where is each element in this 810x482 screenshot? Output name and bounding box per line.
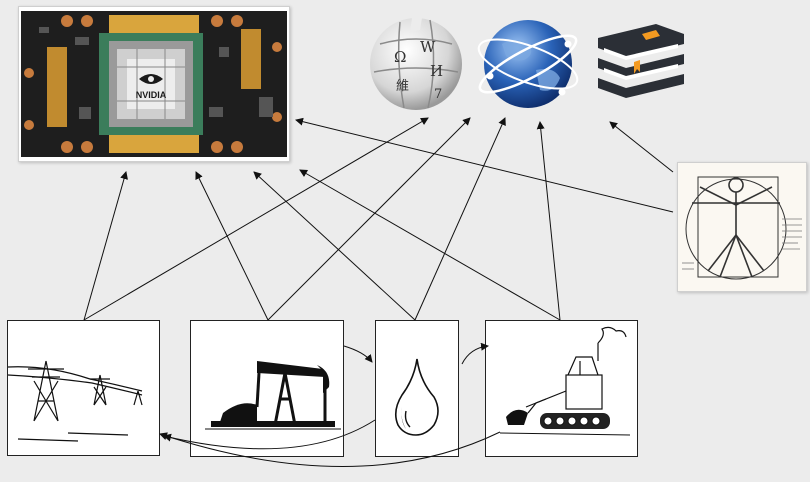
wikipedia-globe-icon: Ω W И 維 7 — [370, 18, 462, 110]
arrow-power-to-gpu — [83, 171, 128, 321]
gpu-board-card: NVIDIA — [18, 6, 290, 162]
excavator-panel — [485, 320, 638, 457]
gpu-brand-label: NVIDIA — [136, 90, 167, 100]
oil-pumpjack-icon — [205, 361, 341, 430]
oil-pump-panel — [190, 320, 344, 457]
power-lines-icon — [8, 360, 143, 442]
vitruvian-man-card — [677, 162, 807, 292]
arrow-excavator-to-internet — [536, 121, 561, 321]
book-stack-icon — [598, 24, 684, 98]
arrow-vitruvian-to-books — [609, 121, 674, 173]
arrow-pump-to-wikipedia — [267, 117, 471, 321]
arrow-pump-to-drop — [343, 345, 373, 363]
internet-globe-icon — [477, 20, 579, 108]
vitruvian-man-icon — [678, 163, 806, 291]
arrow-vitruvian-to-gpu — [295, 117, 674, 213]
gpu-board-icon: NVIDIA — [21, 11, 287, 157]
wikipedia-glyph-seven: 7 — [434, 87, 442, 102]
arrow-drop-to-gpu — [253, 171, 416, 321]
arrow-drop-to-internet — [414, 117, 506, 321]
excavator-icon — [499, 326, 631, 436]
wikipedia-glyph-wei: 維 — [396, 79, 409, 94]
wikipedia-glyph-omega: Ω — [394, 48, 406, 66]
wikipedia-glyph-w: W — [420, 38, 436, 56]
oil-drop-icon — [394, 358, 439, 436]
power-lines-panel — [7, 320, 160, 456]
oil-drop-panel — [375, 320, 459, 457]
arrow-excavator-to-gpu — [299, 169, 561, 321]
wikipedia-glyph-i: И — [430, 62, 443, 80]
arrow-pump-to-gpu — [195, 171, 269, 321]
